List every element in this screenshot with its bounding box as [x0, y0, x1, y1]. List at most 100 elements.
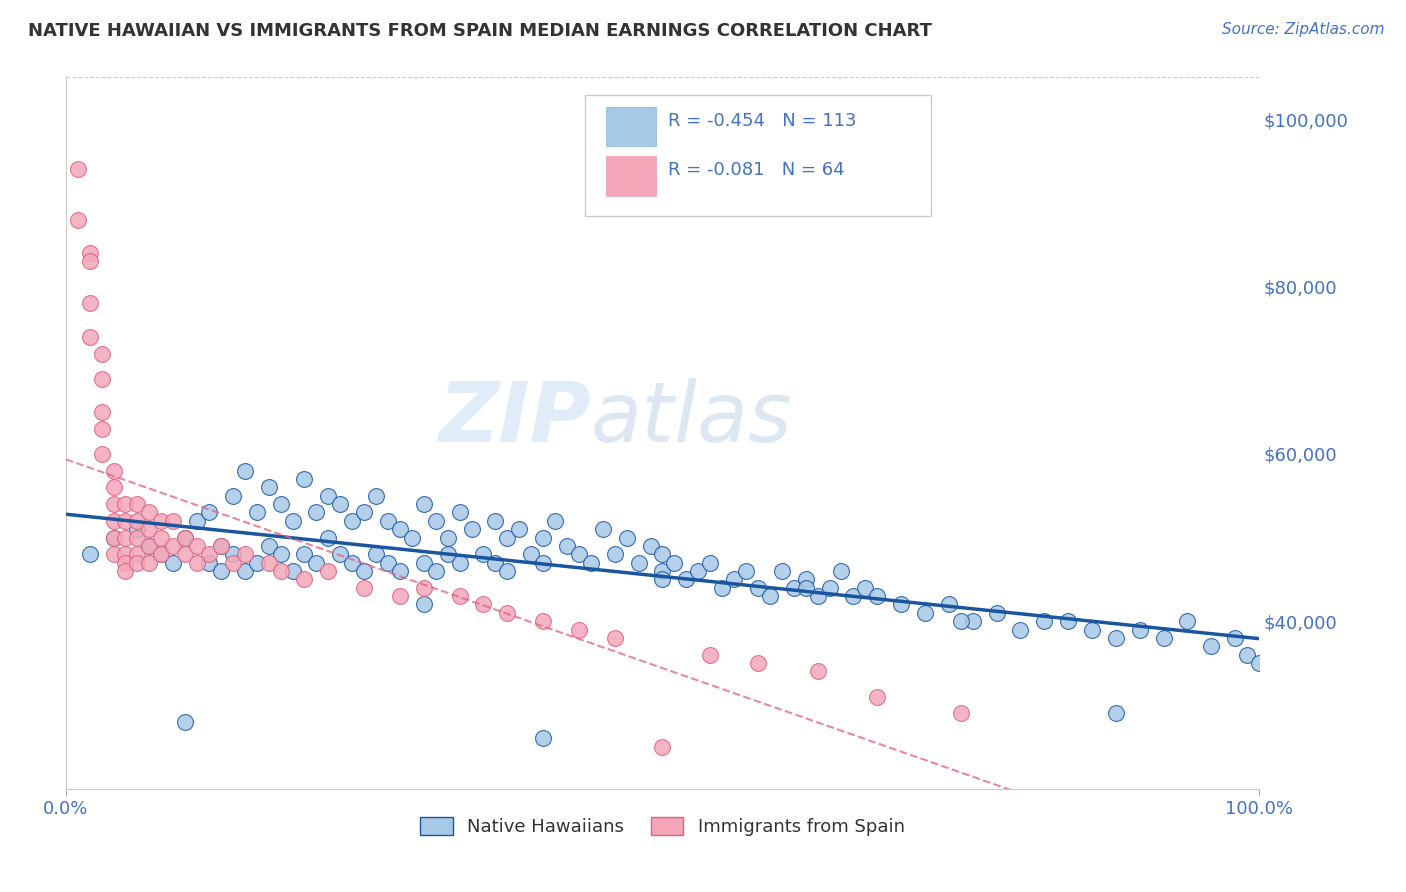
Point [412, 556, 434, 570]
Point [222, 556, 245, 570]
Point [79, 330, 101, 344]
Point [90, 405, 112, 419]
Point [747, 656, 769, 670]
Point [568, 623, 591, 637]
Point [364, 547, 387, 561]
Point [222, 547, 245, 561]
Point [603, 631, 626, 645]
Point [651, 739, 673, 754]
Point [962, 614, 984, 628]
Point [270, 547, 292, 561]
Point [305, 506, 328, 520]
Point [174, 531, 197, 545]
Point [949, 614, 972, 628]
Point [914, 606, 936, 620]
Point [294, 547, 316, 561]
Point [162, 514, 184, 528]
Point [233, 547, 256, 561]
Point [186, 556, 208, 570]
Point [412, 598, 434, 612]
Point [79, 296, 101, 310]
Point [198, 506, 221, 520]
Point [127, 522, 149, 536]
Point [711, 581, 734, 595]
Point [257, 480, 280, 494]
Point [294, 573, 316, 587]
Point [150, 547, 173, 561]
Point [186, 514, 208, 528]
Point [449, 556, 471, 570]
Point [508, 522, 530, 536]
Point [1105, 631, 1128, 645]
Point [1081, 623, 1104, 637]
Point [664, 556, 686, 570]
Point [377, 514, 399, 528]
FancyBboxPatch shape [585, 95, 931, 216]
Point [294, 472, 316, 486]
Point [353, 581, 375, 595]
Point [150, 531, 173, 545]
Point [90, 371, 112, 385]
Point [150, 514, 173, 528]
Point [603, 547, 626, 561]
Point [544, 514, 567, 528]
Point [1153, 631, 1175, 645]
Point [174, 714, 197, 729]
Point [340, 556, 363, 570]
Point [186, 539, 208, 553]
Point [353, 564, 375, 578]
Point [103, 547, 125, 561]
Point [246, 506, 269, 520]
Point [699, 648, 721, 662]
Point [938, 598, 960, 612]
Point [138, 539, 160, 553]
Point [257, 539, 280, 553]
Point [436, 547, 458, 561]
Point [66, 212, 89, 227]
Point [79, 254, 101, 268]
Point [233, 464, 256, 478]
Point [209, 539, 232, 553]
Point [866, 690, 889, 704]
Point [1249, 656, 1271, 670]
Point [568, 547, 591, 561]
Point [353, 506, 375, 520]
Point [770, 564, 793, 578]
Point [449, 589, 471, 603]
Point [114, 556, 136, 570]
Point [174, 547, 197, 561]
Point [592, 522, 614, 536]
Point [150, 547, 173, 561]
Point [651, 547, 673, 561]
Point [198, 547, 221, 561]
Point [281, 514, 304, 528]
Point [640, 539, 662, 553]
Point [138, 556, 160, 570]
Point [472, 547, 495, 561]
Point [103, 531, 125, 545]
Point [425, 564, 447, 578]
Point [127, 547, 149, 561]
Point [127, 514, 149, 528]
Point [305, 556, 328, 570]
Point [699, 556, 721, 570]
Point [794, 573, 817, 587]
Point [103, 531, 125, 545]
Point [520, 547, 543, 561]
Text: atlas: atlas [591, 378, 793, 459]
Point [281, 564, 304, 578]
Point [329, 497, 352, 511]
Point [794, 581, 817, 595]
Point [103, 514, 125, 528]
Point [79, 246, 101, 260]
Point [818, 581, 841, 595]
Point [555, 539, 578, 553]
Point [388, 522, 411, 536]
Point [388, 589, 411, 603]
Point [162, 539, 184, 553]
Point [723, 573, 745, 587]
Point [114, 514, 136, 528]
Point [830, 564, 852, 578]
Point [531, 531, 554, 545]
Point [735, 564, 758, 578]
